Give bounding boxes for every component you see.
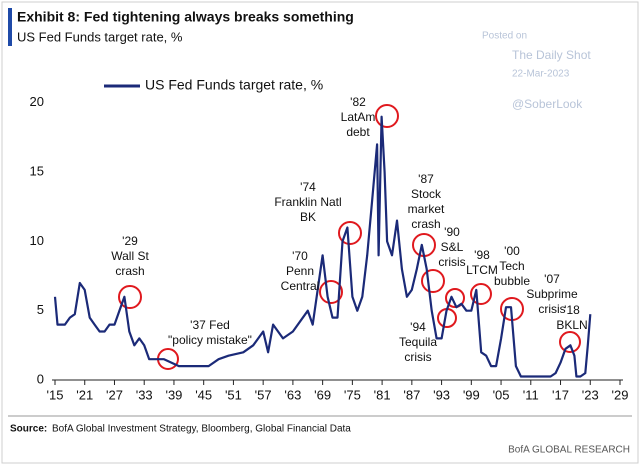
- chart-subtitle: US Fed Funds target rate, %: [17, 29, 183, 44]
- y-tick-label: 0: [37, 371, 44, 386]
- annotation: crisis: [404, 350, 431, 364]
- x-tick-label: '99: [463, 387, 480, 402]
- x-tick-label: '69: [314, 387, 331, 402]
- title-bar: [8, 8, 12, 46]
- chart-title: Exhibit 8: Fed tightening always breaks …: [17, 9, 354, 25]
- annotation: Tequila: [399, 335, 437, 349]
- source: BofA Global Investment Strategy, Bloombe…: [52, 424, 351, 435]
- y-tick-label: 5: [37, 302, 44, 317]
- x-tick-label: '33: [136, 387, 153, 402]
- x-tick-label: '21: [76, 387, 93, 402]
- annotation: S&L: [441, 240, 464, 254]
- annotation: '18: [564, 303, 580, 317]
- annotation: bubble: [494, 274, 530, 288]
- annotation: '70: [292, 249, 308, 263]
- x-tick-label: '63: [284, 387, 301, 402]
- x-tick-label: '39: [165, 387, 182, 402]
- annotation: Stock: [411, 187, 442, 201]
- annotation: Subprime: [526, 287, 578, 301]
- circle: [118, 285, 142, 309]
- x-tick-label: '45: [195, 387, 212, 402]
- annotation: Franklin Natl: [274, 195, 341, 209]
- x-tick-label: '05: [493, 387, 510, 402]
- circle: [319, 280, 343, 304]
- annotation: '87: [418, 172, 434, 186]
- watermark: Posted on: [482, 31, 527, 42]
- annotation: LatAm: [341, 110, 376, 124]
- annotation: '90: [444, 225, 460, 239]
- circle: [470, 283, 492, 305]
- annotation: '00: [504, 244, 520, 258]
- x-tick-label: '75: [344, 387, 361, 402]
- annotation: debt: [346, 125, 370, 139]
- circle: [445, 288, 465, 308]
- y-tick-label: 20: [30, 94, 44, 109]
- x-tick-label: '51: [225, 387, 242, 402]
- x-tick-label: '93: [433, 387, 450, 402]
- y-tick-label: 10: [30, 233, 44, 248]
- source-label: Source:: [10, 424, 47, 435]
- circle: [559, 331, 581, 353]
- annotation: crisis: [438, 255, 465, 269]
- x-tick-label: '29: [612, 387, 629, 402]
- annotation: crisis: [538, 302, 565, 316]
- annotation: '82: [350, 95, 366, 109]
- annotation: market: [408, 202, 445, 216]
- annotation: "policy mistake": [168, 333, 252, 347]
- x-tick-label: '57: [255, 387, 272, 402]
- x-tick-label: '15: [47, 387, 64, 402]
- annotation: '29: [122, 234, 138, 248]
- circle: [375, 104, 399, 128]
- circle: [421, 269, 445, 293]
- x-tick-label: '11: [523, 387, 539, 402]
- watermark: @SoberLook: [512, 97, 583, 111]
- annotation: '07: [544, 272, 560, 286]
- annotation: '74: [300, 180, 316, 194]
- watermark: The Daily Shot: [512, 48, 591, 62]
- x-tick-label: '87: [403, 387, 420, 402]
- legend-label: US Fed Funds target rate, %: [145, 77, 323, 93]
- footer: BofA GLOBAL RESEARCH: [508, 445, 630, 456]
- x-tick-label: '23: [582, 387, 599, 402]
- annotation: LTCM: [466, 263, 498, 277]
- annotation: Tech: [499, 259, 524, 273]
- annotation: Penn: [286, 264, 314, 278]
- y-tick-label: 15: [30, 164, 44, 179]
- annotation: '94: [410, 320, 426, 334]
- series-line: [53, 115, 592, 378]
- x-tick-label: '81: [374, 387, 391, 402]
- annotation: Wall St: [111, 249, 149, 263]
- watermark: 22-Mar-2023: [512, 69, 570, 80]
- annotation: crash: [411, 217, 440, 231]
- annotation: BKLN: [556, 318, 587, 332]
- annotation: '98: [474, 248, 490, 262]
- annotation: '37 Fed: [190, 318, 230, 332]
- circle: [338, 221, 362, 245]
- x-tick-label: '17: [552, 387, 569, 402]
- annotation: crash: [115, 264, 144, 278]
- annotation: Central: [281, 279, 320, 293]
- annotation: BK: [300, 210, 316, 224]
- x-tick-label: '27: [106, 387, 123, 402]
